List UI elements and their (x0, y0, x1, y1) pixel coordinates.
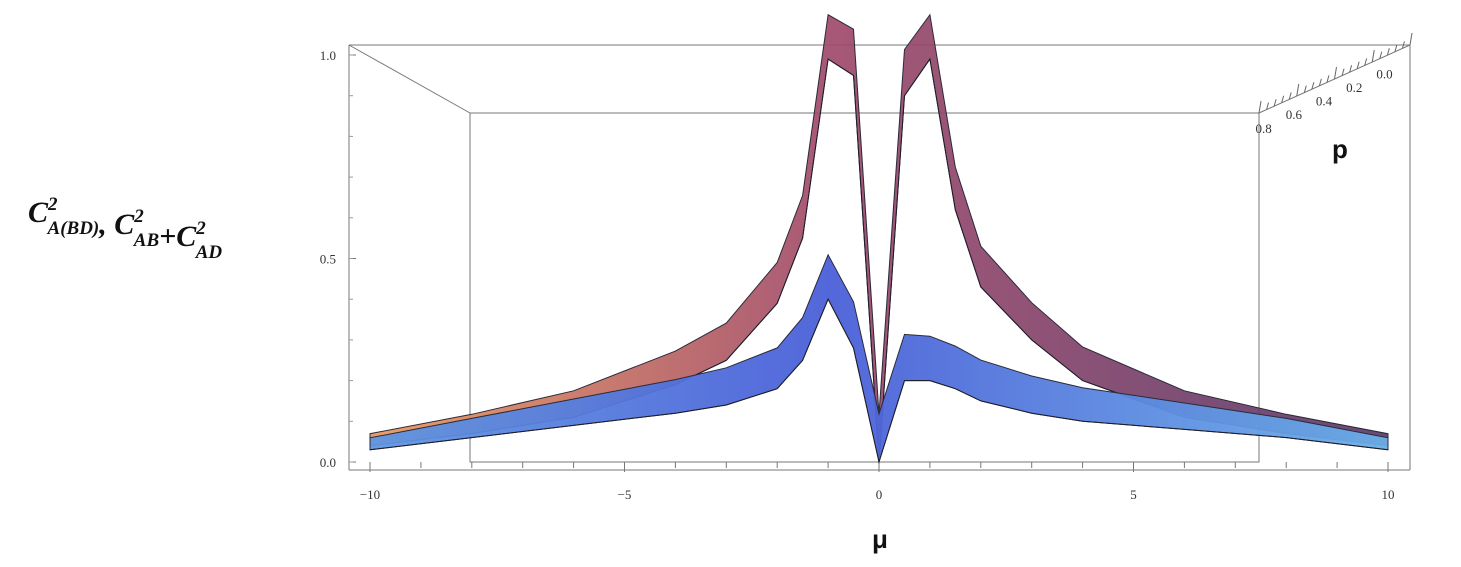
z-tick-label: 1.0 (320, 48, 336, 63)
upper-surface-edge (369, 57, 1389, 463)
depth-tick-mark (1334, 66, 1337, 80)
depth-tick-mark (1311, 82, 1315, 90)
back-face (469, 112, 1260, 463)
depth-axis-title: p (1332, 134, 1348, 164)
z-title-base: C (176, 220, 197, 253)
z-title-text: , (98, 208, 114, 241)
depth-tick-mark (1326, 75, 1330, 83)
z-axis-title: C2 A(BD), C2 AB+C2 AD (28, 194, 222, 263)
x-axis: −10 −5 0 5 10 (360, 462, 1395, 502)
x-tick-label: 5 (1130, 487, 1137, 502)
depth-tick-mark (1401, 41, 1405, 49)
z-axis: 0.0 0.5 1.0 (320, 48, 356, 470)
depth-tick-mark (1394, 44, 1398, 52)
depth-tick-mark (1341, 68, 1345, 76)
z-title-sup: 2 (195, 218, 206, 239)
depth-tick-mark (1409, 32, 1413, 46)
depth-tick-mark (1258, 100, 1262, 114)
depth-tick-label: 0.0 (1376, 66, 1392, 81)
lower-surface (369, 253, 1389, 464)
depth-tick-mark (1318, 78, 1322, 86)
depth-tick-mark (1281, 95, 1285, 103)
z-title-sub: AB (133, 230, 159, 251)
x-tick-label: 10 (1382, 487, 1395, 502)
depth-tick-label: 0.8 (1256, 121, 1272, 136)
depth-tick-mark (1273, 99, 1277, 107)
x-tick-label: −10 (360, 487, 380, 502)
plot-box (348, 44, 1411, 471)
z-title-sub: AD (195, 242, 223, 263)
depth-tick-label: 0.4 (1316, 94, 1333, 109)
depth-tick-mark (1288, 92, 1292, 100)
box-edge-top-left (348, 44, 471, 114)
depth-tick-mark (1356, 61, 1360, 69)
z-title-sup: 2 (133, 206, 144, 227)
z-tick-label: 0.0 (320, 455, 336, 470)
lower-surface-patch (369, 253, 1389, 464)
depth-tick-mark (1386, 48, 1390, 56)
upper-surface-patch (369, 13, 1389, 463)
z-title-sub: A(BD) (47, 218, 100, 239)
x-tick-label: 0 (876, 487, 883, 502)
depth-tick-mark (1349, 65, 1353, 73)
upper-surface (369, 13, 1389, 463)
depth-tick-mark (1296, 83, 1300, 97)
z-title-base: C (114, 208, 135, 241)
lower-surface-edge (369, 298, 1389, 464)
depth-tick-mark (1379, 51, 1383, 59)
x-tick-label: −5 (618, 487, 632, 502)
depth-tick-mark (1364, 58, 1368, 66)
z-title-text: + (159, 220, 176, 253)
depth-tick-mark (1266, 102, 1270, 110)
depth-tick-mark (1303, 85, 1307, 93)
z-title-base: C (28, 196, 49, 229)
depth-tick-mark (1371, 49, 1375, 63)
depth-tick-label: 0.2 (1346, 80, 1362, 95)
z-title-sup: 2 (47, 194, 58, 215)
depth-axis: 0.0 0.2 0.4 0.6 0.8 (1256, 32, 1413, 136)
x-axis-title: μ (872, 524, 888, 554)
depth-tick-label: 0.6 (1286, 107, 1303, 122)
surfaces (369, 13, 1389, 464)
z-tick-label: 0.5 (320, 252, 336, 267)
